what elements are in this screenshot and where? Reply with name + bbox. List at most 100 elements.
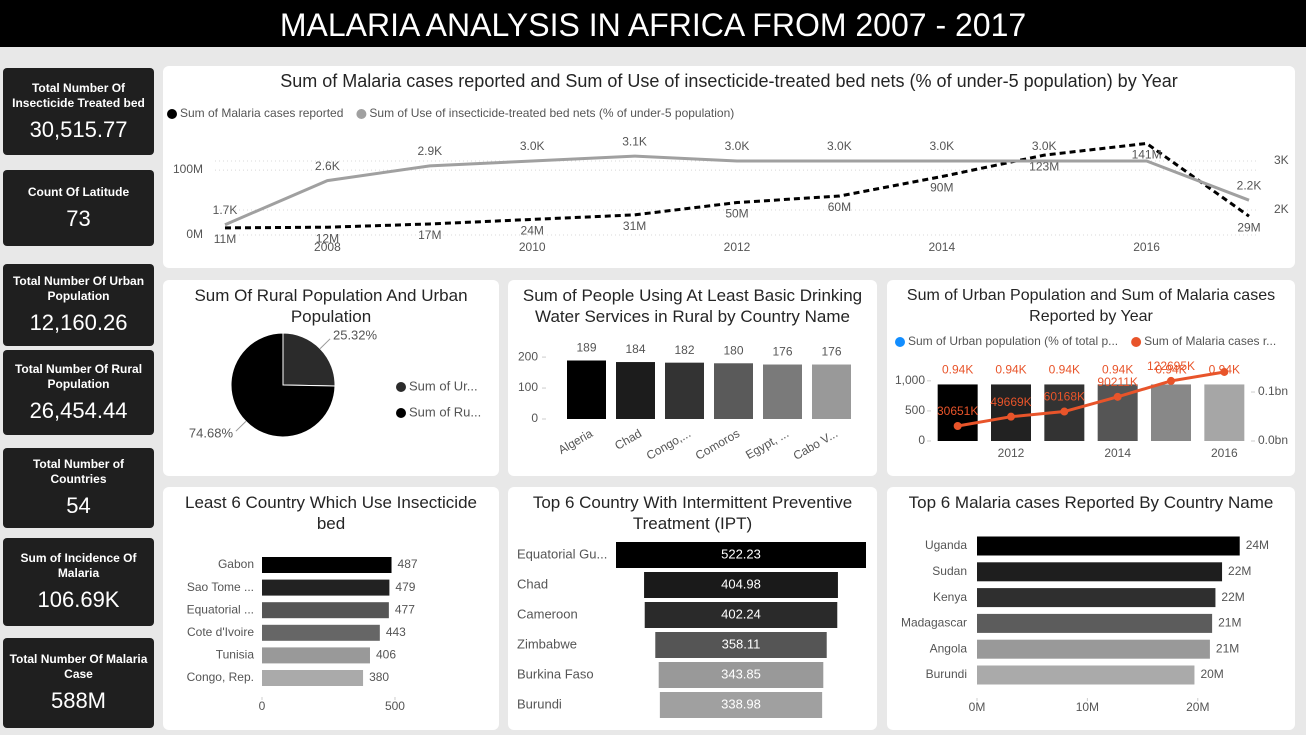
y-tick-label: Cote d'Ivoire bbox=[187, 625, 254, 639]
data-label: 358.11 bbox=[722, 636, 761, 651]
data-label: 404.98 bbox=[721, 576, 761, 591]
panel: 0 500 Gabon 487 Sao Tome ... 479 Equatorial ..… bbox=[163, 487, 499, 730]
data-label: 380 bbox=[369, 670, 389, 684]
bar bbox=[763, 364, 802, 419]
data-label: 189 bbox=[576, 341, 596, 355]
x-tick-label: Chad bbox=[612, 426, 644, 452]
data-label: 60M bbox=[828, 200, 851, 214]
kpi-label: Total Number Of Insecticide Treated bed bbox=[12, 80, 145, 110]
data-label: 176 bbox=[821, 345, 841, 359]
y-tick-label: Uganda bbox=[925, 538, 967, 552]
y-tick-label: 0 bbox=[918, 433, 925, 447]
y-tick-label: Tunisia bbox=[216, 648, 255, 662]
x-tick-label: 2012 bbox=[724, 240, 751, 254]
data-label: 343.85 bbox=[721, 666, 761, 681]
data-label: 338.98 bbox=[721, 696, 761, 711]
kpi-card: Total Number Of Urban Population 12,160.2… bbox=[3, 264, 154, 346]
kpi-label: Total Number of Countries bbox=[32, 457, 125, 486]
data-label: 2.9K bbox=[417, 144, 442, 158]
data-label: 17M bbox=[418, 228, 441, 242]
x-tick-label: 2008 bbox=[314, 240, 341, 254]
chart-area: Equatorial Gu... 522.23 Chad 404.98 Cameroon… bbox=[517, 542, 866, 718]
data-label: 60168K bbox=[1044, 390, 1085, 404]
funnel-bar bbox=[655, 632, 827, 658]
y2-tick-label: 3K bbox=[1274, 153, 1289, 167]
panel: 0M 100M 2K 3K 2008 2010 2012 2014 2016 Sum of Mal… bbox=[163, 66, 1295, 268]
data-label: 406 bbox=[376, 648, 396, 662]
legend-marker bbox=[396, 408, 406, 418]
data-label: 49669K bbox=[990, 395, 1031, 409]
data-label: 0.94K bbox=[1155, 363, 1186, 377]
legend-marker bbox=[1131, 337, 1142, 347]
bar bbox=[714, 363, 753, 419]
category-label: Zimbabwe bbox=[517, 636, 577, 651]
x-tick-label: Cabo V... bbox=[791, 426, 840, 463]
x-tick-label: 2016 bbox=[1133, 240, 1160, 254]
x-tick-label: 20M bbox=[1186, 700, 1209, 714]
y-tick-label: 0 bbox=[531, 411, 538, 425]
y-tick-label: Equatorial ... bbox=[187, 602, 254, 616]
data-label: 29M bbox=[1237, 220, 1260, 234]
panel: 0 500 1,000 0.0bn 0.1bn 2012 2014 2016 Sum of Ur… bbox=[887, 280, 1295, 476]
point bbox=[1113, 392, 1122, 401]
data-label: 31M bbox=[623, 219, 646, 233]
bar bbox=[567, 360, 606, 419]
legend-label: Sum of Malaria cases r... bbox=[1144, 334, 1276, 348]
y-tick-label: Madagascar bbox=[901, 616, 967, 630]
bar bbox=[977, 665, 1195, 685]
kpi-label: Total Number Of Malaria Case bbox=[9, 652, 148, 681]
data-label: 176 bbox=[772, 345, 792, 359]
bar bbox=[1204, 384, 1245, 441]
chart-title: Sum of Urban Population and Sum of Malar… bbox=[906, 287, 1276, 325]
x-tick-label: 500 bbox=[385, 699, 405, 713]
page-title: MALARIA ANALYSIS IN AFRICA FROM 2007 - 2… bbox=[0, 0, 1306, 47]
x-tick-label: Comoros bbox=[693, 426, 742, 462]
data-label: 122695K bbox=[1147, 359, 1195, 373]
kpi-value: 73 bbox=[66, 205, 91, 231]
chart-area: 0M 100M 2K 3K 2008 2010 2012 2014 2016 Sum of Mal… bbox=[167, 106, 1289, 254]
legend-marker bbox=[356, 109, 367, 119]
data-label: 443 bbox=[386, 625, 406, 639]
y-tick-label: Kenya bbox=[933, 590, 967, 604]
legend-marker bbox=[396, 382, 406, 392]
y2-tick-label: 2K bbox=[1274, 202, 1289, 216]
data-label: 182 bbox=[674, 343, 694, 357]
bar bbox=[977, 562, 1223, 582]
legend-label: Sum of Use of insecticide-treated bed ne… bbox=[369, 106, 734, 120]
data-label: 3.0K bbox=[1032, 139, 1057, 153]
x-tick-label: 0M bbox=[969, 700, 986, 714]
y-tick-label: Burundi bbox=[926, 667, 967, 681]
panel: 0M 10M 20M Uganda 24M Sudan 22M Kenya 22M Madagas… bbox=[887, 487, 1295, 730]
data-label: 24M bbox=[1246, 538, 1269, 552]
legend-marker bbox=[895, 337, 905, 347]
bar bbox=[616, 362, 655, 419]
x-tick-label: 2010 bbox=[519, 240, 546, 254]
category-label: Burkina Faso bbox=[517, 666, 594, 681]
x-tick-label: 10M bbox=[1076, 700, 1099, 714]
kpi-card: Total Number of Countries 54 bbox=[3, 448, 154, 528]
data-label: 3.1K bbox=[622, 134, 647, 148]
data-label: 50M bbox=[725, 207, 748, 221]
bar bbox=[262, 602, 389, 619]
legend-label: Sum of Ur... bbox=[409, 378, 478, 393]
data-label: 141M bbox=[1132, 148, 1162, 162]
chart-area: 0 100 200 189 Algeria 184 Chad 182 Congo,... 180 C… bbox=[518, 341, 851, 463]
data-label: 2.6K bbox=[315, 159, 340, 173]
data-label: 180 bbox=[723, 343, 743, 357]
leader-line bbox=[319, 338, 331, 349]
kpi-value: 588M bbox=[50, 688, 107, 713]
legend-label: Sum of Urban population (% of total p... bbox=[908, 334, 1118, 348]
bar bbox=[1151, 384, 1191, 441]
y-tick-label: 0M bbox=[186, 227, 203, 241]
data-label: 90211K bbox=[1097, 375, 1137, 389]
y-tick-label: 200 bbox=[518, 349, 538, 363]
y-tick-label: Sao Tome ... bbox=[187, 580, 254, 594]
kpi-value: 54 bbox=[66, 493, 91, 518]
data-label: 11M bbox=[214, 232, 236, 246]
y-tick-label: Gabon bbox=[218, 557, 254, 571]
kpi-label: Total Number Of Urban Population bbox=[12, 274, 145, 303]
bar bbox=[262, 579, 390, 596]
x-tick-label: 2014 bbox=[928, 240, 955, 254]
series-line bbox=[957, 370, 1225, 428]
